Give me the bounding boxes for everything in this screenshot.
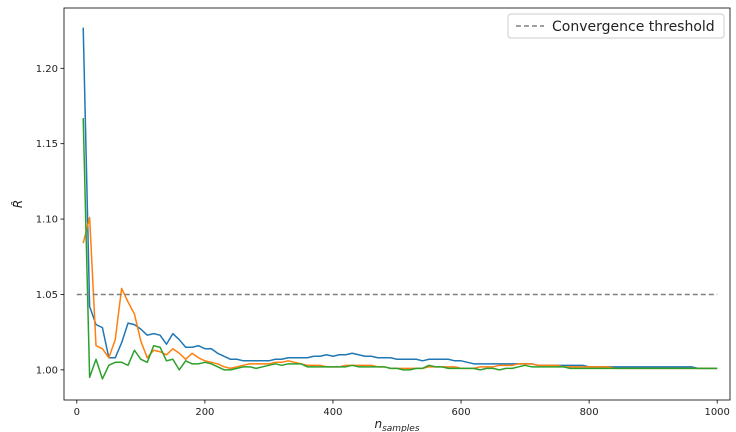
x-tick-label: 400 xyxy=(323,407,342,418)
y-tick-label: 1.00 xyxy=(36,365,58,376)
x-tick-label: 0 xyxy=(74,407,80,418)
x-tick-label: 800 xyxy=(580,407,599,418)
x-tick-label: 600 xyxy=(451,407,470,418)
legend: Convergence threshold xyxy=(507,13,725,39)
y-tick-label: 1.05 xyxy=(36,290,58,301)
plot-frame xyxy=(63,7,731,401)
y-axis-ticks: 1.00 1.05 1.10 1.15 1.20 xyxy=(36,64,64,376)
x-tick-label: 1000 xyxy=(704,407,729,418)
x-tick-label: 200 xyxy=(195,407,214,418)
x-axis-ticks: 0 200 400 600 800 1000 xyxy=(74,400,730,418)
series-layer xyxy=(82,27,718,380)
y-tick-label: 1.20 xyxy=(36,64,58,75)
series-line-3 xyxy=(82,118,718,380)
y-tick-label: 1.15 xyxy=(36,139,58,150)
legend-box xyxy=(507,13,725,39)
y-axis-label: R̂ xyxy=(11,200,25,208)
x-axis-label: nsamples xyxy=(374,417,419,432)
y-tick-label: 1.10 xyxy=(36,215,58,226)
legend-threshold-label: Convergence threshold xyxy=(552,19,715,35)
